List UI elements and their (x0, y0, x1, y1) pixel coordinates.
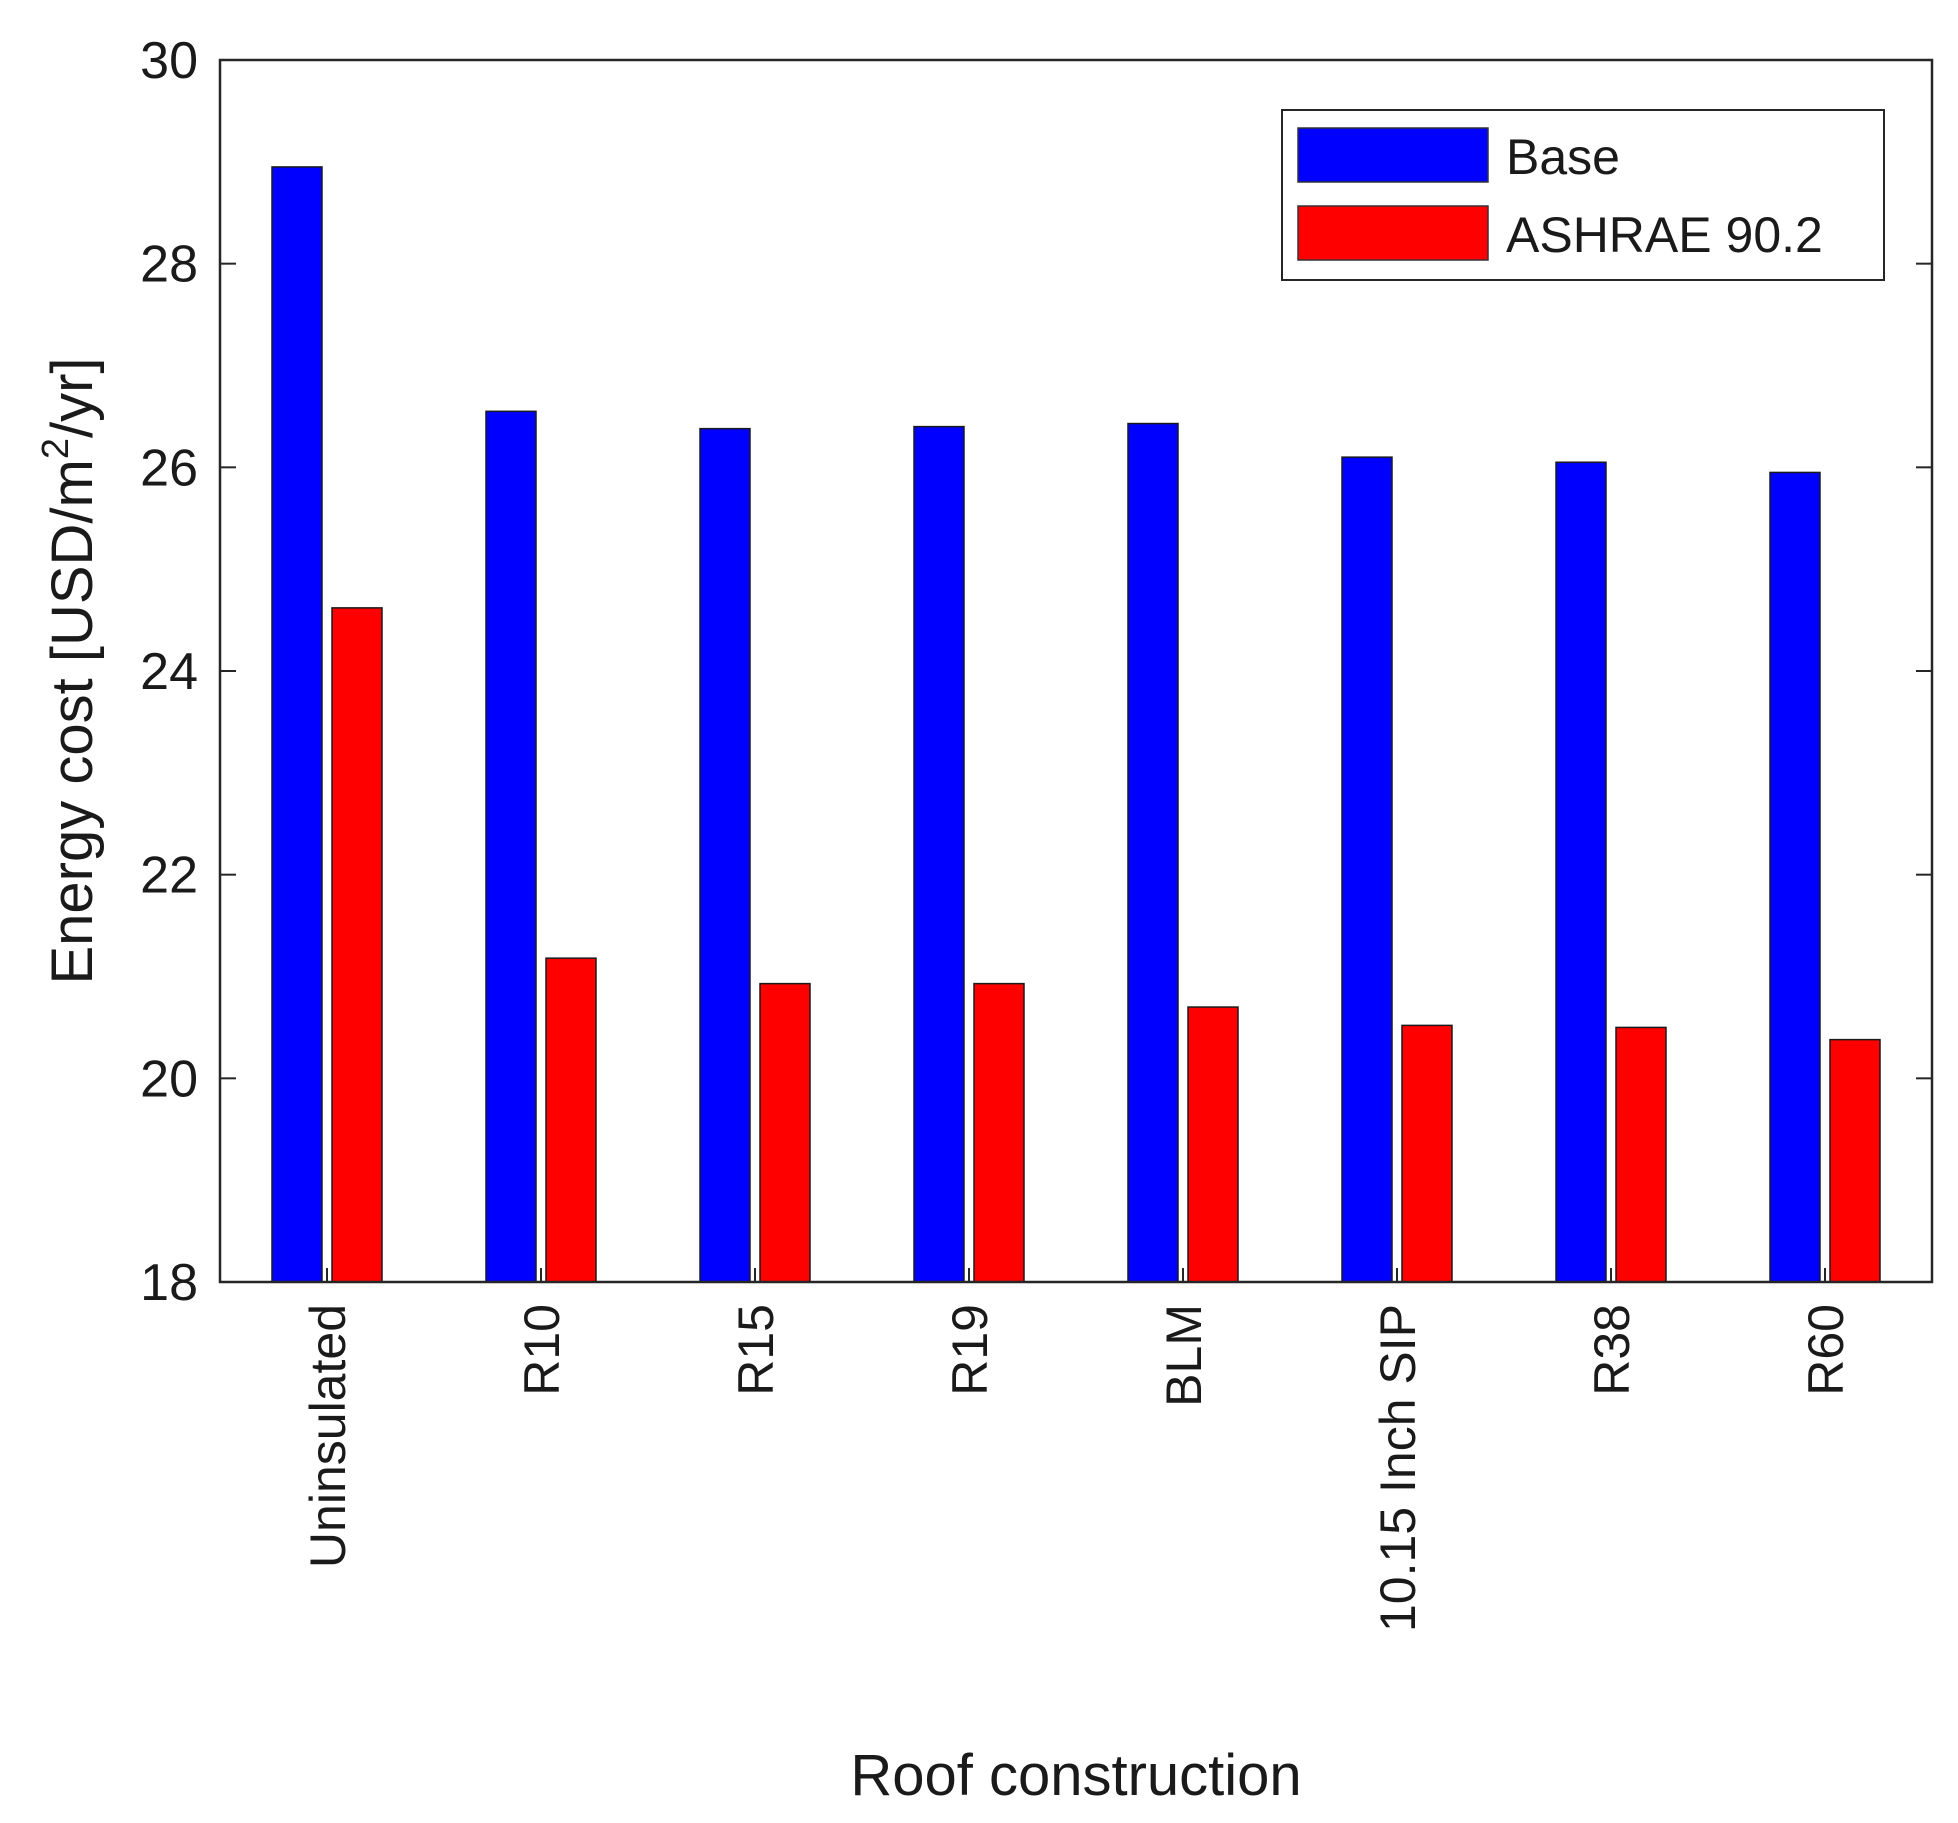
x-tick-label-4: BLM (1156, 1304, 1212, 1407)
y-tick-label-5: 28 (140, 236, 198, 294)
ticks-layer (220, 59, 1932, 1283)
x-tick-label-5: 10.15 Inch SIP (1370, 1304, 1426, 1632)
x-tick-label-0: Uninsulated (300, 1304, 356, 1568)
y-tick-label-4: 26 (140, 439, 198, 497)
labels-layer: Uninsulated R10 R15 R19 BLM 10.15 Inch SIP R38… (140, 32, 1854, 1632)
legend-swatch-ashrae (1297, 205, 1489, 261)
legend: Base ASHRAE 90.2 (1281, 109, 1885, 281)
bar-ashrae-7 (1829, 1038, 1881, 1283)
bar-ashrae-0 (331, 607, 383, 1283)
x-tick-label-1: R10 (514, 1304, 570, 1396)
x-tick-label-3: R19 (942, 1304, 998, 1396)
bar-ashrae-6 (1615, 1026, 1667, 1283)
bar-base-5 (1341, 456, 1393, 1283)
legend-label-ashrae: ASHRAE 90.2 (1506, 207, 1823, 263)
bar-ashrae-2 (759, 982, 811, 1283)
bar-base-7 (1769, 471, 1821, 1283)
x-tick-label-6: R38 (1584, 1304, 1640, 1396)
bar-base-1 (485, 410, 537, 1283)
bar-ashrae-4 (1187, 1006, 1239, 1283)
y-axis-label-prefix: Energy cost [USD/m (40, 459, 105, 984)
legend-swatch-base (1297, 127, 1489, 183)
bar-base-3 (913, 425, 965, 1283)
y-axis-label-superscript: 2 (35, 438, 77, 459)
x-tick-label-7: R60 (1798, 1304, 1854, 1396)
bar-base-0 (271, 166, 323, 1283)
bars-layer (271, 166, 1881, 1283)
bar-ashrae-5 (1401, 1024, 1453, 1283)
y-tick-label-0: 18 (140, 1254, 198, 1312)
x-axis-label: Roof construction (850, 1743, 1301, 1808)
y-axis-label-suffix: /yr] (40, 357, 105, 438)
legend-label-base: Base (1506, 129, 1620, 185)
y-tick-label-3: 24 (140, 643, 198, 701)
bar-base-2 (699, 427, 751, 1283)
y-axis-label: Energy cost [USD/m2/yr] (35, 357, 105, 984)
bar-base-4 (1127, 422, 1179, 1283)
y-tick-label-1: 20 (140, 1050, 198, 1108)
bar-base-6 (1555, 461, 1607, 1283)
bar-ashrae-1 (545, 957, 597, 1283)
x-tick-label-2: R15 (728, 1304, 784, 1396)
y-tick-label-2: 22 (140, 847, 198, 905)
bar-ashrae-3 (973, 982, 1025, 1283)
y-tick-label-6: 30 (140, 32, 198, 90)
